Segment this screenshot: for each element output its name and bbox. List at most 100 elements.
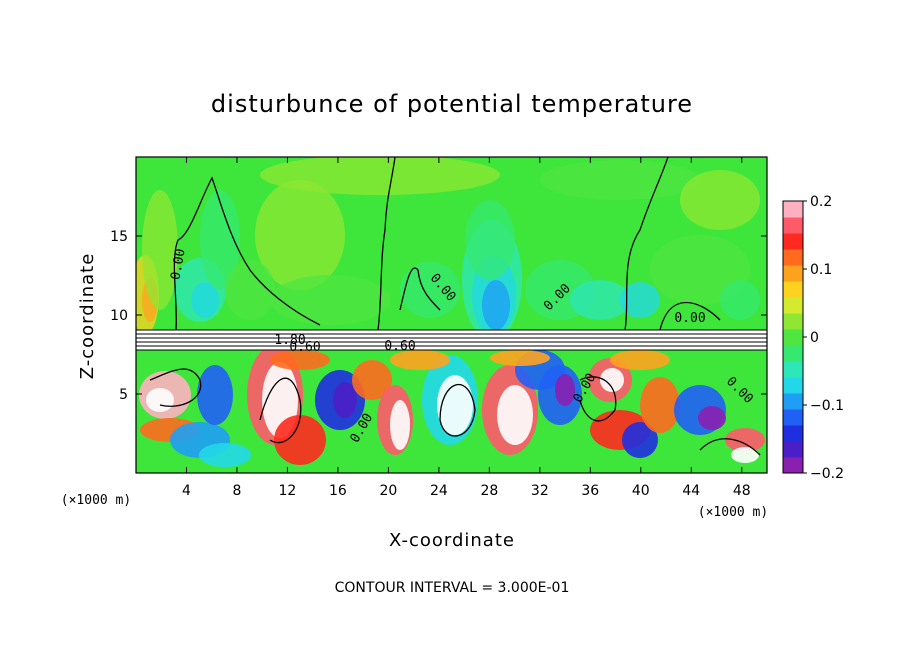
x-axis-label: X-coordinate: [389, 530, 515, 551]
field-blob: [497, 385, 533, 445]
field-blob: [600, 368, 624, 392]
contour-line: [699, 438, 761, 456]
colorbar-swatch: [783, 313, 803, 330]
contour-line: [659, 302, 721, 331]
field-blob: [191, 282, 219, 318]
colorbar-swatch: [783, 217, 803, 234]
x-tick-label: 44: [682, 483, 700, 499]
field-blob: [200, 190, 240, 290]
contour-line: [579, 376, 617, 422]
field-blob: [620, 282, 660, 318]
field-blob: [390, 350, 450, 370]
field-blob: [274, 415, 326, 465]
colorbar-swatch: [783, 345, 803, 362]
x-axis: 4 8 12 16 20 24 28 32 36 40 44 48: [182, 157, 751, 499]
colorbar-swatch: [783, 393, 803, 410]
field-blob: [540, 160, 700, 200]
field-blob: [225, 260, 275, 320]
colorbar-swatch: [783, 377, 803, 394]
field-blob: [390, 400, 410, 450]
contour-line: [624, 157, 669, 331]
colorbar-tick-label: −0.1: [810, 398, 844, 414]
contour-label: 0.60: [384, 339, 415, 354]
y-axis-unit: (×1000 m): [61, 493, 131, 508]
field-blob: [270, 350, 330, 370]
colorbar-swatch: [783, 297, 803, 314]
field-blob: [555, 374, 575, 406]
field-blob: [146, 388, 174, 412]
colorbar-tick-label: 0.1: [810, 262, 832, 278]
x-tick-label: 48: [733, 483, 751, 499]
colorbar-swatch: [783, 361, 803, 378]
field-blob: [680, 170, 760, 230]
colorbar-swatch: [783, 233, 803, 250]
contour-line: [377, 157, 396, 331]
colorbar-swatch: [783, 441, 803, 458]
lower-blobs: [139, 345, 765, 467]
field-blob: [199, 443, 251, 467]
upper-blobs: [136, 157, 760, 340]
contour-label: 1.80: [274, 333, 305, 348]
field-blob: [465, 200, 515, 280]
x-tick-label: 4: [182, 483, 191, 499]
colorbar-swatch: [783, 249, 803, 266]
field-blob: [482, 280, 510, 330]
field-blob: [490, 350, 550, 366]
field-blob: [270, 275, 390, 325]
field-blob: [260, 157, 500, 195]
field-blob: [400, 262, 460, 318]
inversion-band: [136, 330, 767, 350]
colorbar: 0.2 0.1 0 −0.1 −0.2: [782, 194, 844, 482]
chart-title: disturbunce of potential temperature: [211, 90, 693, 118]
y-tick-label: 15: [110, 229, 128, 245]
field-blob: [570, 280, 630, 320]
colorbar-tick-label: 0.2: [810, 194, 832, 210]
contour-line: [399, 267, 441, 311]
x-tick-label: 16: [329, 483, 347, 499]
field-blob: [142, 190, 178, 310]
colorbar-swatch: [783, 281, 803, 298]
colorbar-swatch: [783, 265, 803, 282]
contour-label: 0.60: [289, 340, 320, 355]
field-blob: [622, 422, 658, 458]
plot-area: 0.000.00 0.000.000.000.000.000.600.601.80: [135, 156, 768, 474]
field-blob: [640, 377, 680, 433]
field-blob: [352, 360, 392, 400]
contour-line: [173, 176, 321, 331]
colorbar-swatch: [783, 409, 803, 426]
x-tick-label: 12: [279, 483, 297, 499]
field-blob: [725, 428, 765, 452]
inversion-contours: [136, 329, 767, 351]
y-axis-label: Z-coordinate: [77, 253, 98, 380]
x-tick-label: 24: [430, 483, 448, 499]
contour-interval-note: CONTOUR INTERVAL = 3.000E-01: [335, 580, 570, 596]
contour-line: [439, 383, 476, 437]
x-axis-unit: (×1000 m): [698, 505, 768, 520]
contour-line: [259, 377, 302, 444]
contour-label: 0.00: [674, 311, 705, 326]
colorbar-swatch: [783, 201, 803, 218]
x-tick-label: 28: [480, 483, 498, 499]
colorbar-swatch: [783, 457, 803, 474]
colorbar-swatch: [783, 425, 803, 442]
x-tick-label: 20: [379, 483, 397, 499]
field-blob: [731, 447, 759, 463]
contour-label: 0.00: [168, 248, 188, 281]
x-tick-label: 36: [581, 483, 599, 499]
y-tick-label: 5: [119, 387, 128, 403]
field-blob: [437, 375, 473, 435]
x-tick-label: 8: [232, 483, 241, 499]
field-blob: [197, 365, 233, 425]
x-tick-label: 40: [632, 483, 650, 499]
contour-lines: [149, 157, 761, 456]
colorbar-swatch: [783, 329, 803, 346]
colorbar-tick-label: 0: [810, 330, 819, 346]
field-blob: [610, 350, 670, 370]
x-tick-label: 32: [531, 483, 549, 499]
y-axis: 5 10 15: [110, 229, 767, 403]
field-blob: [720, 280, 760, 320]
field-blob: [333, 382, 357, 418]
contour-line: [149, 368, 202, 407]
field-blob: [698, 406, 726, 430]
